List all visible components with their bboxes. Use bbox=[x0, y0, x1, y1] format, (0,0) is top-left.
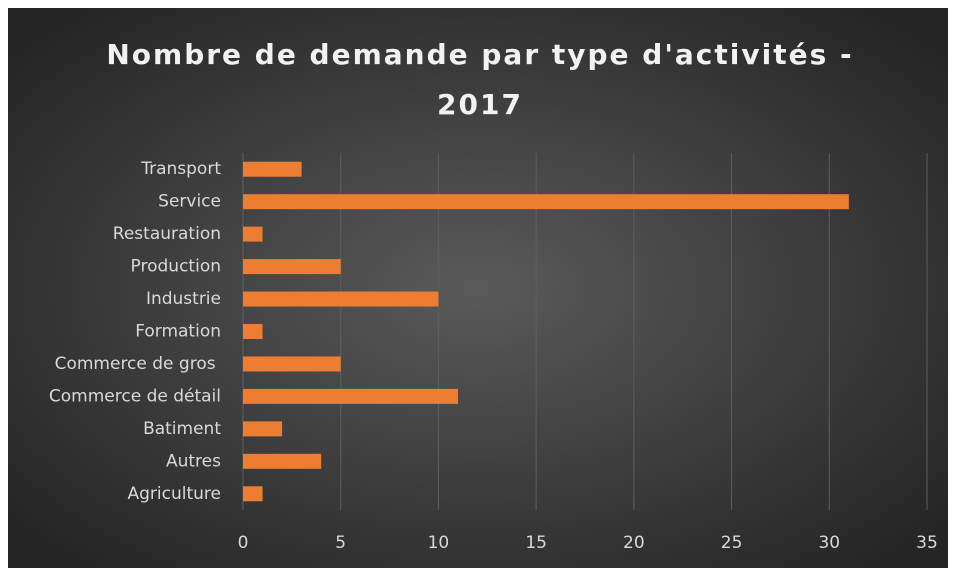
bar bbox=[243, 486, 263, 502]
y-tick-label: Commerce de gros bbox=[55, 354, 221, 374]
bar bbox=[243, 291, 439, 307]
y-tick-label: Agriculture bbox=[128, 484, 222, 504]
chart-title: Nombre de demande par type d'activités -… bbox=[106, 38, 854, 121]
bar bbox=[243, 259, 341, 275]
bar bbox=[243, 388, 458, 404]
x-tick-label: 30 bbox=[818, 533, 840, 553]
y-tick-label: Transport bbox=[140, 159, 221, 179]
bar bbox=[243, 356, 341, 372]
y-tick-label: Production bbox=[131, 257, 221, 277]
x-tick-label: 0 bbox=[238, 533, 249, 553]
x-tick-label: 25 bbox=[721, 533, 743, 553]
x-tick-label: 20 bbox=[623, 533, 645, 553]
bar bbox=[243, 161, 302, 177]
y-tick-label: Restauration bbox=[113, 224, 221, 244]
y-tick-label: Batiment bbox=[143, 419, 221, 439]
x-tick-label: 10 bbox=[428, 533, 450, 553]
y-tick-label: Commerce de détail bbox=[49, 386, 221, 406]
y-tick-label: Service bbox=[158, 192, 221, 212]
y-tick-label: Formation bbox=[135, 322, 221, 342]
bar bbox=[243, 421, 283, 437]
bar bbox=[243, 453, 322, 469]
x-tick-label: 15 bbox=[525, 533, 547, 553]
x-tick-label: 5 bbox=[335, 533, 346, 553]
bar bbox=[243, 226, 263, 242]
x-tick-label: 35 bbox=[916, 533, 938, 553]
y-tick-label: Industrie bbox=[146, 289, 221, 309]
y-tick-label: Autres bbox=[166, 451, 221, 471]
bar bbox=[243, 324, 263, 339]
chart-background bbox=[8, 8, 948, 568]
bar bbox=[243, 194, 849, 210]
